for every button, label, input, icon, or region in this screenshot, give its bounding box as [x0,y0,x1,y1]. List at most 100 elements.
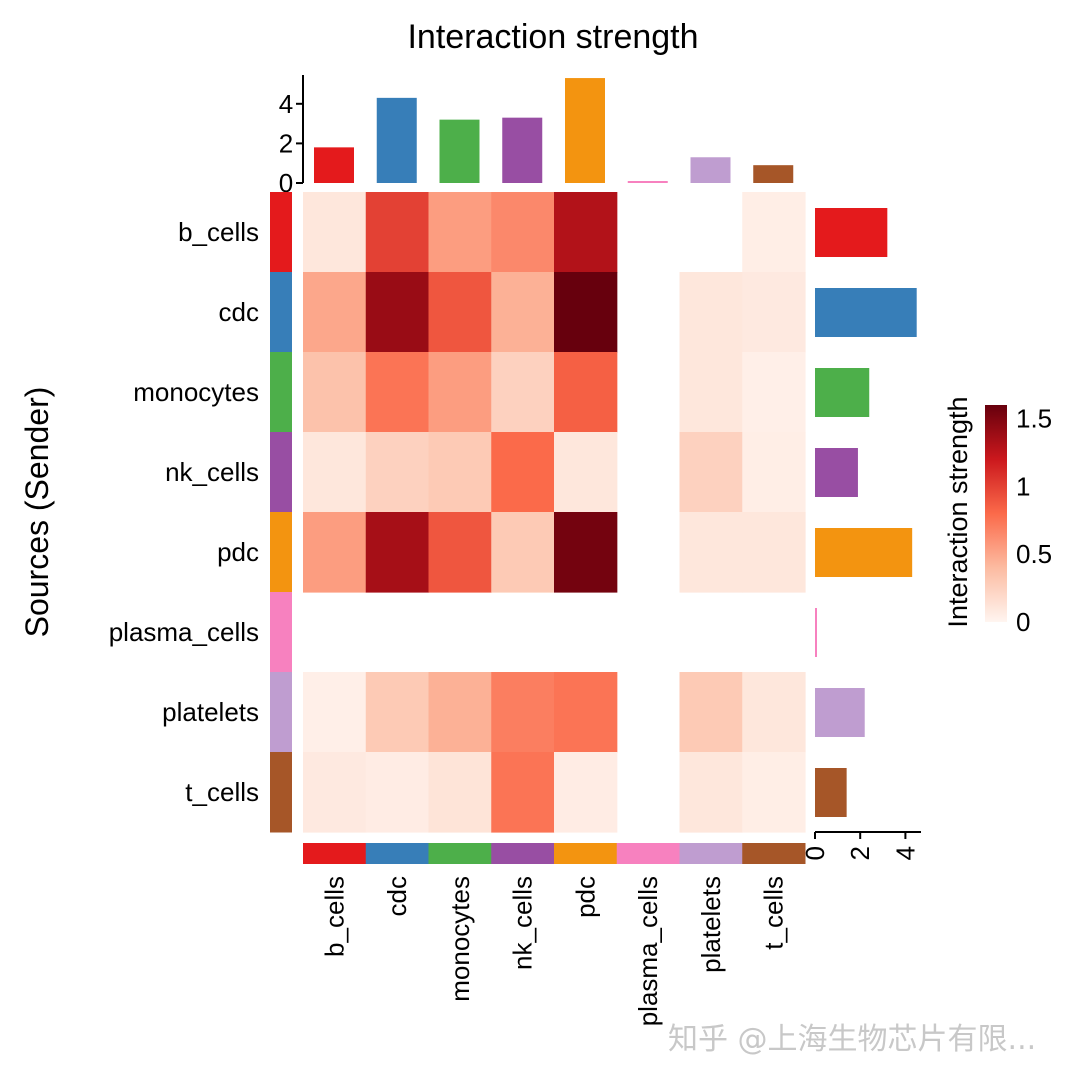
heatmap-cell-platelets-cdc [365,672,430,753]
top-bar-chart: 0 2 4 [279,75,794,198]
row-label-plasma_cells: plasma_cells [109,617,259,647]
col-label-monocytes: monocytes [445,876,475,1002]
row-strip-platelets [270,672,292,753]
top-bar-monocytes [439,119,480,183]
heatmap-cell-t_cells-b_cells [303,752,367,833]
heatmap-cells [303,192,806,833]
heatmap-cell-platelets-t_cells [742,672,806,753]
colorbar-tick-label-0: 0 [1016,607,1030,637]
heatmap-cell-monocytes-nk_cells [491,352,555,433]
column-labels: b_cells cdc monocytes nk_cells pdc plasma_cel… [319,876,788,1026]
col-label-platelets: platelets [696,876,726,973]
heatmap-cell-monocytes-cdc [365,352,430,433]
col-strip-platelets [679,843,743,864]
right-bar-pdc [815,528,913,577]
right-bar-platelets [815,688,865,737]
heatmap-cell-t_cells-monocytes [428,752,492,833]
row-label-monocytes: monocytes [133,377,259,407]
right-bar-plasma_cells [815,608,817,657]
top-bar-plasma_cells [627,181,668,183]
watermark: 知乎 @上海生物芯片有限... [668,1022,1037,1057]
colorbar-tick-label-3: 1.5 [1016,404,1052,434]
right-bar-chart: 0 2 4 [800,208,921,860]
colorbar-tick-label-1: 0.5 [1016,539,1052,569]
heatmap-cell-cdc-nk_cells [491,272,555,353]
row-strip-t_cells [270,752,292,833]
top-bar-b_cells [314,147,354,183]
col-strip-plasma_cells [616,843,680,864]
top-bar-tick-label-0: 0 [279,168,293,198]
right-bar-tick-label-0: 0 [800,846,830,860]
top-bar-nk_cells [502,117,543,183]
right-bar-tick-label-2: 2 [845,846,875,860]
col-label-plasma_cells: plasma_cells [633,876,663,1026]
heatmap-cell-monocytes-b_cells [303,352,367,433]
col-strip-nk_cells [491,843,555,864]
row-strip-cdc [270,272,292,353]
heatmap-cell-pdc-b_cells [303,512,367,593]
heatmap-cell-pdc-cdc [365,512,430,593]
col-label-b_cells: b_cells [319,876,349,957]
heatmap-cell-b_cells-nk_cells [491,192,555,273]
heatmap-cell-cdc-b_cells [303,272,367,353]
heatmap-cell-t_cells-platelets [679,752,743,833]
top-bar-tick-label-2: 2 [279,128,293,158]
top-bar-platelets [690,157,731,183]
heatmap-cell-nk_cells-cdc [365,432,430,513]
colorbar-gradient-bar [985,405,1007,622]
colorbar: 0 0.5 1 1.5 Interaction strength [943,396,1052,637]
heatmap-cell-monocytes-platelets [679,352,743,433]
heatmap-cell-b_cells-cdc [365,192,430,273]
row-label-cdc: cdc [219,297,259,327]
row-label-pdc: pdc [217,537,259,567]
heatmap-cell-t_cells-pdc [554,752,618,833]
heatmap-cell-t_cells-t_cells [742,752,806,833]
row-strip-plasma_cells [270,592,292,673]
right-bar-cdc [815,288,917,337]
y-axis-title: Sources (Sender) [19,387,55,638]
right-bar-nk_cells [815,448,858,497]
heatmap-cell-cdc-pdc [554,272,618,353]
col-label-nk_cells: nk_cells [508,876,538,970]
heatmap-cell-cdc-cdc [365,272,430,353]
col-strip-pdc [554,843,618,864]
heatmap-cell-platelets-b_cells [303,672,367,753]
col-label-t_cells: t_cells [759,876,789,950]
heatmap-cell-b_cells-monocytes [428,192,492,273]
heatmap-cell-b_cells-pdc [554,192,618,273]
heatmap-cell-b_cells-t_cells [742,192,806,273]
row-label-platelets: platelets [162,697,259,727]
heatmap-cell-cdc-t_cells [742,272,806,353]
heatmap-cell-pdc-nk_cells [491,512,555,593]
heatmap-cell-nk_cells-monocytes [428,432,492,513]
row-label-nk_cells: nk_cells [165,457,259,487]
right-bar-tick-label-4: 4 [890,846,920,860]
right-bar-monocytes [815,368,870,417]
heatmap-cell-monocytes-monocytes [428,352,492,433]
heatmap-cell-platelets-monocytes [428,672,492,753]
heatmap-cell-pdc-t_cells [742,512,806,593]
col-strip-cdc [365,843,429,864]
heatmap-cell-t_cells-cdc [365,752,430,833]
heatmap-cell-nk_cells-b_cells [303,432,367,513]
right-bar-t_cells [815,768,847,817]
col-strip-b_cells [303,843,367,864]
heatmap-cell-nk_cells-platelets [679,432,743,513]
column-color-strip [303,843,806,864]
heatmap-cell-platelets-pdc [554,672,618,753]
col-strip-monocytes [428,843,492,864]
row-strip-pdc [270,512,292,593]
col-strip-t_cells [742,843,806,864]
heatmap-cell-nk_cells-nk_cells [491,432,555,513]
top-bar-cdc [376,97,417,183]
row-color-strip [270,192,292,833]
right-bar-b_cells [815,208,888,257]
row-strip-nk_cells [270,432,292,513]
colorbar-tick-label-2: 1 [1016,471,1030,501]
top-bar-t_cells [753,165,794,183]
col-label-pdc: pdc [570,876,600,918]
heatmap-cell-nk_cells-pdc [554,432,618,513]
heatmap-cell-t_cells-nk_cells [491,752,555,833]
